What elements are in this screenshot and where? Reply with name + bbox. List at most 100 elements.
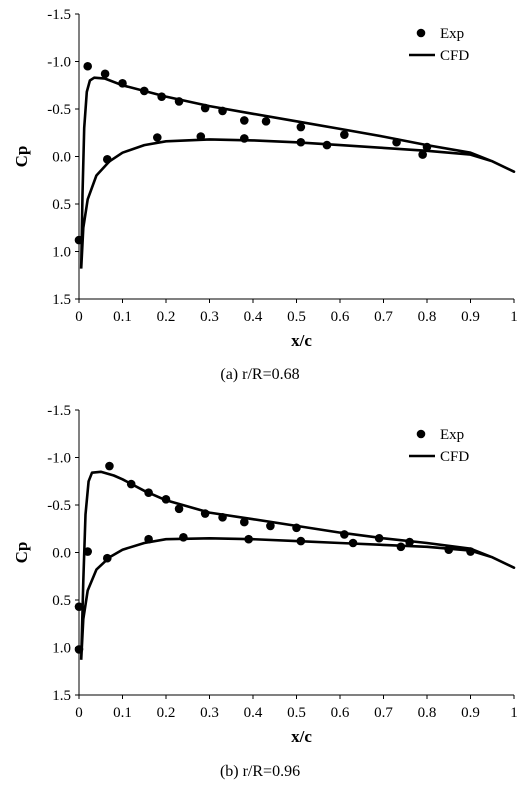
x-tick-label: 1 [510,309,518,325]
exp-point [161,495,171,504]
exp-point [144,534,153,544]
cfd-line [79,76,516,269]
chart-panel-a: 0 0.1 0.2 0.3 0.4 0.5 0.6 0.7 0.8 0.9 1 -1.5 -1.0 -0.… [0,0,520,396]
exp-point [100,69,110,79]
exp-point [118,79,127,88]
cfd-line [79,470,516,660]
y-tick-label: -1.5 [47,403,71,419]
y-tick-label: 0.5 [52,593,71,609]
legend-exp-marker [416,429,426,439]
y-axis-label: Cp [12,146,31,168]
y-tick-label: 1.0 [52,641,71,657]
exp-point [74,645,84,654]
x-tick-label: 0.9 [461,705,480,721]
x-tick-label: 0.1 [113,705,132,721]
exp-point [266,521,275,531]
x-tick-label: 0.5 [287,705,306,721]
exp-point [405,537,414,547]
exp-point [74,235,84,245]
exp-point [296,536,306,546]
chart-svg-b: 0 0.1 0.2 0.3 0.4 0.5 0.6 0.7 0.8 0.9 1 -1.5 -1.0 -0.… [12,403,518,746]
x-tick-label: 0.4 [244,705,263,721]
chart-svg-a: 0 0.1 0.2 0.3 0.4 0.5 0.6 0.7 0.8 0.9 1 -1.5 -1.0 -0.… [12,7,518,350]
exp-point [102,553,112,563]
exp-point [296,137,306,147]
exp-point [261,117,271,126]
x-tick-label: 0 [75,309,83,325]
x-tick-label: 0.7 [374,309,393,325]
x-axis-label: x/c [291,727,312,746]
exp-point [153,133,162,142]
exp-point [240,517,249,527]
exp-point [218,513,227,522]
x-tick-label: 0.4 [244,309,263,325]
y-tick-label: -1.5 [47,7,71,23]
exp-point [396,542,406,552]
exp-point [340,530,349,539]
x-tick-label: 0.6 [331,309,350,325]
exp-point [83,61,92,71]
y-tick-label: 0.0 [52,150,71,166]
exp-point [218,106,227,116]
legend-cfd-label: CFD [440,48,469,64]
exp-point [348,538,358,548]
exp-point [422,142,432,152]
legend-exp-label: Exp [440,427,464,443]
chart-panel-b: 0 0.1 0.2 0.3 0.4 0.5 0.6 0.7 0.8 0.9 1 -1.5 -1.0 -0.… [0,396,520,792]
y-axis-label: Cp [12,542,31,564]
x-tick-label: 0.8 [418,705,437,721]
exp-point [418,150,427,159]
legend-exp-label: Exp [440,26,464,42]
legend-cfd-label: CFD [440,449,469,465]
exp-point [200,509,210,518]
exp-point [174,504,184,514]
exp-point [444,545,454,554]
exp-point [144,488,153,497]
exp-point [240,134,249,143]
exp-point [174,97,184,106]
x-tick-label: 0.1 [113,309,132,325]
y-tick-label: -0.5 [47,102,71,118]
x-tick-label: 0.6 [331,705,350,721]
x-tick-label: 0.8 [418,309,437,325]
exp-point [466,547,475,556]
exp-point [83,547,92,556]
exp-point [102,155,112,164]
y-tick-label: 0.0 [52,546,71,562]
legend-exp-marker [416,28,426,38]
chart-caption-b: (b) r/R=0.96 [219,763,301,780]
y-tick-label: -0.5 [47,498,71,514]
exp-point [374,533,384,543]
exp-point [74,602,84,611]
exp-point [200,103,210,113]
exp-point [157,92,166,101]
exp-point [179,533,188,542]
exp-point [126,479,136,489]
x-tick-label: 0.5 [287,309,306,325]
x-tick-label: 0.7 [374,705,393,721]
exp-point [105,461,114,471]
exp-point [196,132,206,141]
y-tick-label: 1.5 [52,688,71,704]
exp-point [322,140,332,150]
y-tick-label: 1.0 [52,245,71,261]
x-tick-label: 0.2 [157,309,176,325]
x-tick-label: 0 [75,705,83,721]
exp-point [292,523,301,533]
exp-point [244,534,253,544]
exp-point [240,116,249,125]
y-tick-label: 1.5 [52,292,71,308]
y-tick-label: -1.0 [47,451,71,467]
x-tick-label: 0.3 [200,705,219,721]
x-axis-label: x/c [291,331,312,350]
chart-caption-a: (a) r/R=0.68 [220,366,300,383]
exp-point [340,130,349,139]
x-tick-label: 0.9 [461,309,480,325]
x-tick-label: 0.2 [157,705,176,721]
exp-point [139,86,149,96]
x-tick-label: 0.3 [200,309,219,325]
exp-point [296,122,306,132]
x-tick-label: 1 [510,705,518,721]
y-tick-label: -1.0 [47,55,71,71]
exp-point [392,137,401,147]
